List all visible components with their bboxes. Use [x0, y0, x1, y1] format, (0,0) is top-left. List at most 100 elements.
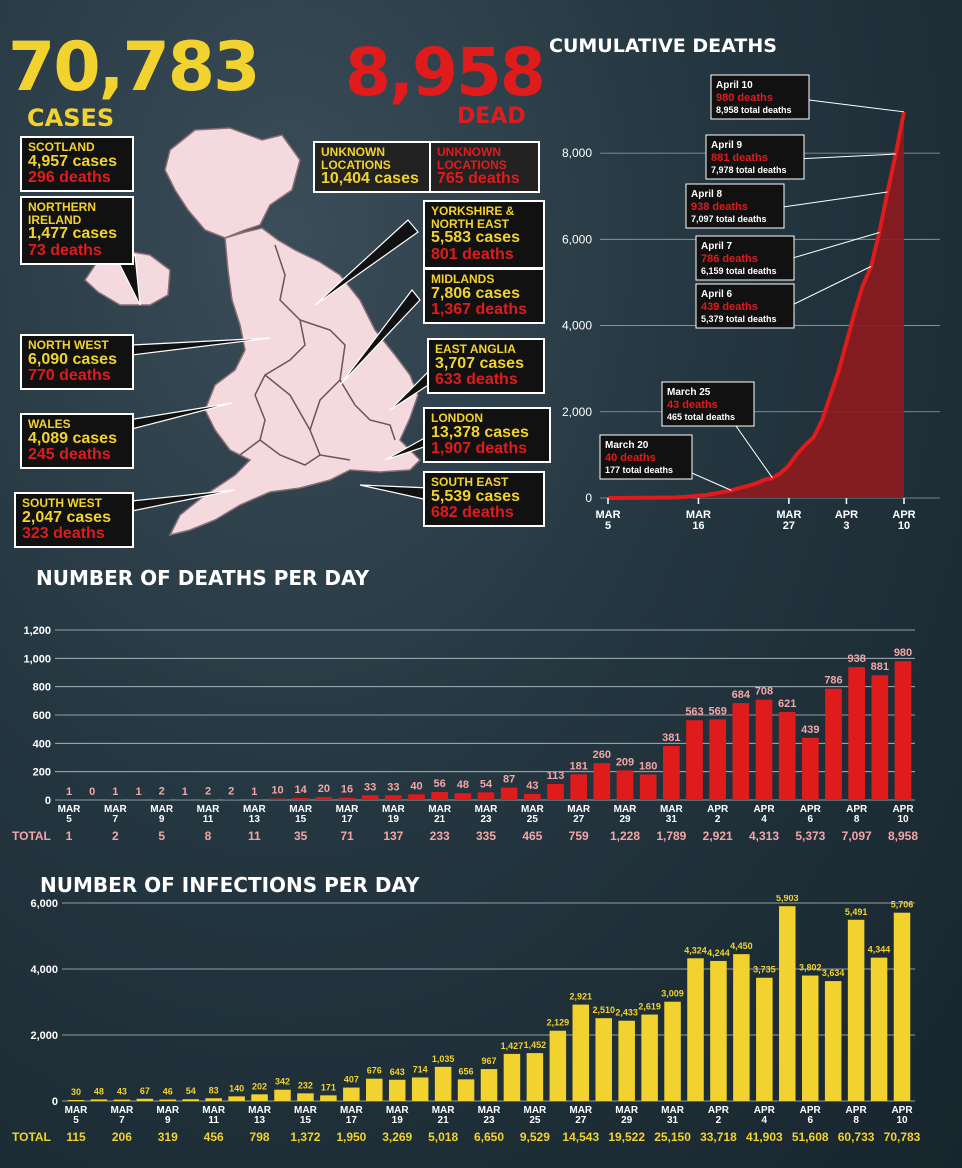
deaths-svg-bar-label: 0 [89, 786, 95, 798]
inf-svg-x-tick-label: APR [846, 1105, 868, 1116]
deaths-svg-bar-label: 621 [778, 698, 796, 710]
inf-svg-bar [756, 977, 773, 1101]
region-yorkshire: YORKSHIRE & NORTH EAST 5,583 cases 801 d… [423, 200, 545, 269]
deaths-svg-bar [454, 793, 472, 800]
cum-annotation-pointer [800, 98, 905, 113]
deaths-svg-bar [709, 719, 727, 800]
inf-svg-bar [710, 960, 727, 1101]
deaths-svg-bar [686, 720, 703, 800]
inf-svg-bar-label: 643 [390, 1067, 405, 1077]
deaths-svg-x-tick-label: MAR [243, 804, 267, 815]
deaths-svg-bar-label: 180 [639, 761, 657, 773]
inf-svg-bar [572, 1004, 590, 1101]
deaths-svg-bar-label: 10 [271, 785, 283, 797]
deaths-svg-x-tick-label: 17 [341, 814, 353, 825]
cum-y-tick-label: 8,000 [562, 146, 592, 160]
inf-svg-bar-label: 30 [71, 1087, 81, 1097]
inf-svg-bar-label: 202 [252, 1081, 267, 1091]
deaths-svg-total-value: 71 [340, 829, 354, 843]
cum-annotation-deaths: 40 deaths [605, 452, 656, 464]
deaths-svg-x-tick-label: 4 [761, 814, 767, 825]
inf-svg-bar-label: 5,706 [891, 900, 914, 910]
inf-svg-bar-label: 1,035 [432, 1054, 455, 1064]
cum-line [608, 111, 906, 500]
deaths-svg-total-value: 2 [112, 829, 119, 843]
cum-annotation-date: March 25 [667, 387, 711, 398]
deaths-svg-bar-label: 938 [847, 653, 865, 665]
cum-annotation-deaths: 786 deaths [701, 253, 758, 265]
inf-svg-x-tick-label: MAR [65, 1105, 89, 1116]
deaths-svg-bar-label: 33 [387, 781, 399, 793]
deaths-svg-x-tick-label: MAR [382, 804, 406, 815]
cum-x-tick-label: 27 [783, 520, 795, 532]
deaths-svg-bar [732, 703, 750, 800]
deaths-svg-total-value: 759 [569, 829, 589, 843]
deaths-svg-total-value: 8 [205, 829, 212, 843]
inf-svg-total-value: 6,650 [474, 1130, 504, 1144]
inf-svg-bar [159, 1099, 177, 1101]
deaths-svg-bar-label: 2 [159, 786, 165, 798]
region-north-west: NORTH WEST 6,090 cases 770 deaths [20, 334, 134, 391]
inf-svg-bar [687, 958, 704, 1101]
inf-svg-bar [664, 1001, 681, 1101]
inf-svg-total-value: 319 [158, 1130, 178, 1144]
cum-annotation-pointer [785, 231, 880, 261]
inf-svg-bar [343, 1087, 360, 1101]
deaths-svg-bar [570, 774, 588, 800]
deaths-svg-x-tick-label: APR [800, 804, 822, 815]
deaths-svg-y-tick-label: 600 [33, 710, 51, 722]
inf-svg-x-tick-label: MAR [478, 1105, 502, 1116]
deaths-svg-bar-label: 209 [616, 756, 634, 768]
deaths-svg-bar [616, 770, 634, 800]
cum-annotation-date: April 10 [716, 80, 753, 91]
cum-annotation-total: 6,159 total deaths [701, 266, 777, 276]
inf-svg-x-tick-label: APR [891, 1105, 913, 1116]
deaths-svg-bar-label: 1 [66, 786, 72, 798]
deaths-svg-x-tick-label: APR [892, 804, 914, 815]
deaths-svg-bar-label: 20 [318, 783, 330, 795]
inf-svg-bar [733, 954, 750, 1101]
region-wales: WALES 4,089 cases 245 deaths [20, 413, 134, 470]
cum-y-tick-label: 2,000 [562, 405, 592, 419]
total-cases-label: CASES [27, 104, 115, 132]
inf-svg-bar-label: 676 [367, 1066, 382, 1076]
inf-svg-bar-label: 4,450 [730, 941, 753, 951]
inf-svg-bar-label: 4,324 [684, 945, 707, 955]
deaths-svg-bar [755, 699, 773, 800]
deaths-svg-bar [639, 774, 657, 800]
inf-svg-x-tick-label: MAR [110, 1105, 134, 1116]
map-england-wales [168, 227, 422, 537]
deaths-svg-bar-label: 2 [228, 786, 234, 798]
deaths-svg-total-value: 233 [430, 829, 450, 843]
inf-svg-total-value: 33,718 [700, 1130, 737, 1144]
region-east-anglia: EAST ANGLIA 3,707 cases 633 deaths [427, 338, 545, 395]
inf-svg-x-tick-label: 23 [483, 1115, 495, 1126]
inf-svg-x-tick-label: 15 [300, 1115, 312, 1126]
inf-svg-x-tick-label: 17 [346, 1115, 358, 1126]
inf-svg-total-value: 60,733 [838, 1130, 875, 1144]
inf-svg-bar [411, 1077, 429, 1101]
inf-svg-y-tick-label: 4,000 [30, 964, 58, 976]
inf-svg-x-tick-label: MAR [569, 1105, 593, 1116]
cum-annotation-box [685, 183, 785, 229]
deaths-svg-x-tick-label: 6 [808, 814, 814, 825]
deaths-svg-bar [500, 787, 518, 800]
inf-svg-bar-label: 4,244 [707, 948, 730, 958]
inf-svg-bar [251, 1094, 268, 1101]
cum-annotation-box [695, 235, 795, 281]
deaths-svg-x-tick-label: 10 [897, 814, 909, 825]
inf-svg-bar-label: 232 [298, 1080, 313, 1090]
cum-annotation-date: March 20 [605, 440, 649, 451]
deaths-svg-bar-label: 33 [364, 781, 376, 793]
deaths-svg-bar-label: 563 [685, 706, 703, 718]
deaths-svg-total-value: 1,228 [610, 829, 640, 843]
inf-svg-bar-label: 2,921 [570, 992, 593, 1002]
deaths-svg-bar-label: 54 [480, 778, 493, 790]
inf-svg-bar [893, 912, 911, 1101]
inf-svg-bar [366, 1078, 383, 1101]
inf-svg-x-tick-label: MAR [661, 1105, 685, 1116]
inf-svg-total-value: 1,950 [336, 1130, 366, 1144]
inf-svg-x-tick-label: MAR [156, 1105, 180, 1116]
cum-x-tick-label: 3 [843, 520, 849, 532]
cum-x-tick-label: MAR [776, 509, 801, 521]
